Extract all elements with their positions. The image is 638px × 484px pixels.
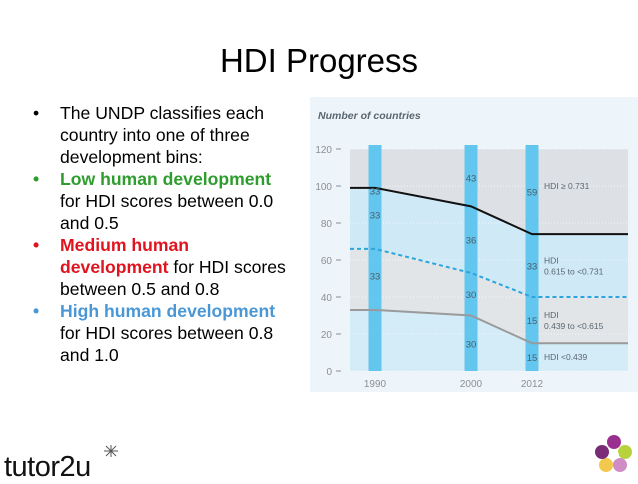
bullet-text: The UNDP classifies each country into on…	[60, 103, 265, 167]
x-tick-label: 2012	[521, 379, 544, 390]
segment-label: 33	[370, 187, 381, 198]
bullet-text: for HDI scores between 0.8 and 1.0	[60, 323, 274, 365]
band-low	[350, 309, 628, 371]
logo-spark-icon	[104, 445, 118, 457]
bullet-glyph: •	[33, 301, 40, 321]
x-tick-label: 2000	[460, 379, 483, 390]
y-tick-label: 60	[321, 256, 333, 267]
segment-label: 33	[370, 211, 381, 222]
bullet-highlight-low: Low human development	[60, 169, 272, 189]
year-column	[368, 145, 382, 371]
series-line	[350, 247, 628, 298]
y-tick-label: 20	[321, 330, 333, 341]
segment-label: 59	[527, 188, 538, 199]
band-very-high	[350, 149, 628, 235]
series-line	[350, 186, 628, 236]
band-medium	[350, 248, 628, 344]
band-label: HDI ≥ 0.731	[544, 181, 590, 191]
band-label: 0.615 to <0.731	[544, 267, 604, 277]
bullet-list: • The UNDP classifies each country into …	[30, 102, 292, 366]
bullet-item-intro: • The UNDP classifies each country into …	[30, 102, 292, 168]
y-tick-label: 0	[326, 367, 332, 378]
band-high	[350, 187, 628, 297]
segment-label: 30	[466, 339, 477, 350]
band-label: 0.439 to <0.615	[544, 321, 604, 331]
segment-label: 15	[527, 316, 538, 327]
band-label: HDI <0.439	[544, 352, 588, 362]
segment-label: 30	[466, 290, 477, 301]
bullet-item-low: • Low human development for HDI scores b…	[30, 168, 292, 234]
chart-title: Number of countries	[318, 110, 421, 122]
bullet-text: for HDI scores between 0.5 and 0.8	[60, 257, 286, 299]
y-tick-label: 40	[321, 293, 333, 304]
bullet-item-medium: • Medium human development for HDI score…	[30, 234, 292, 300]
segment-label: 33	[527, 262, 538, 273]
bullet-item-high: • High human development for HDI scores …	[30, 300, 292, 366]
y-tick-label: 120	[315, 145, 332, 156]
bullet-glyph: •	[33, 169, 40, 189]
band-label: HDI	[544, 310, 559, 320]
bullet-glyph: •	[33, 235, 40, 255]
series-line	[350, 308, 628, 345]
slide-title: HDI Progress	[219, 42, 419, 79]
year-column	[525, 145, 539, 371]
y-tick-label: 80	[321, 219, 333, 230]
tutor2u-logo: tutor2u	[4, 451, 91, 483]
bullet-highlight-medium: Medium human development	[60, 235, 190, 277]
x-tick-label: 1990	[364, 379, 387, 390]
bullet-text: for HDI scores between 0.0 and 0.5	[60, 191, 274, 233]
bullet-highlight-high: High human development	[60, 301, 276, 321]
band-label: HDI	[544, 256, 559, 266]
segment-label: 36	[466, 236, 477, 247]
y-tick-label: 100	[315, 182, 332, 193]
segment-label: 33	[370, 272, 381, 283]
segment-label: 15	[527, 353, 538, 364]
segment-label: 43	[466, 174, 477, 185]
bullet-glyph: •	[33, 103, 40, 123]
flower-logo-icon	[595, 435, 632, 472]
hdi-chart: 0 20 40 60 80 100 120 1990 2000 2012 33 33 33 43 36 30 3…	[310, 97, 638, 392]
